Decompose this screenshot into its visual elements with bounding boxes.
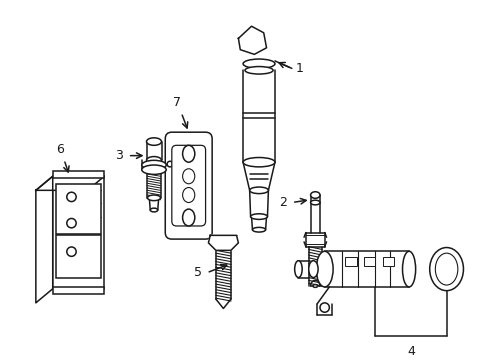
Ellipse shape xyxy=(150,208,158,212)
Bar xyxy=(345,257,356,266)
Polygon shape xyxy=(36,176,53,303)
Ellipse shape xyxy=(142,160,166,170)
Ellipse shape xyxy=(308,261,318,278)
Ellipse shape xyxy=(310,192,319,198)
Ellipse shape xyxy=(146,138,161,145)
Polygon shape xyxy=(238,26,266,54)
Text: 5: 5 xyxy=(193,266,202,279)
Bar xyxy=(53,176,104,289)
Bar xyxy=(364,257,375,266)
Ellipse shape xyxy=(434,253,457,285)
Ellipse shape xyxy=(249,187,268,194)
FancyBboxPatch shape xyxy=(165,132,212,239)
Ellipse shape xyxy=(252,228,265,232)
Text: 1: 1 xyxy=(295,62,303,75)
Circle shape xyxy=(67,219,76,228)
Bar xyxy=(56,184,101,234)
Ellipse shape xyxy=(182,209,194,226)
Ellipse shape xyxy=(310,200,319,205)
Polygon shape xyxy=(208,235,238,250)
Ellipse shape xyxy=(243,59,274,68)
Ellipse shape xyxy=(146,157,161,164)
Ellipse shape xyxy=(429,248,463,291)
Polygon shape xyxy=(36,176,104,190)
Ellipse shape xyxy=(147,195,160,201)
Text: 6: 6 xyxy=(56,143,64,156)
Circle shape xyxy=(319,303,329,312)
Text: 3: 3 xyxy=(115,149,123,162)
Text: 7: 7 xyxy=(173,96,181,109)
Ellipse shape xyxy=(294,261,302,278)
Bar xyxy=(382,257,393,266)
Bar xyxy=(56,235,101,278)
Text: 2: 2 xyxy=(279,196,286,209)
Bar xyxy=(324,251,408,287)
Ellipse shape xyxy=(142,165,166,174)
Ellipse shape xyxy=(312,284,317,287)
Ellipse shape xyxy=(243,158,274,167)
Bar xyxy=(53,171,104,178)
Circle shape xyxy=(167,161,172,167)
Circle shape xyxy=(67,192,76,202)
Text: 4: 4 xyxy=(406,345,414,358)
Ellipse shape xyxy=(250,214,267,219)
Ellipse shape xyxy=(182,188,194,203)
Ellipse shape xyxy=(402,251,415,287)
Ellipse shape xyxy=(182,169,194,184)
Ellipse shape xyxy=(244,67,272,74)
Ellipse shape xyxy=(316,251,332,287)
FancyBboxPatch shape xyxy=(171,145,205,226)
Bar xyxy=(53,287,104,294)
Ellipse shape xyxy=(182,145,194,162)
Circle shape xyxy=(67,247,76,256)
